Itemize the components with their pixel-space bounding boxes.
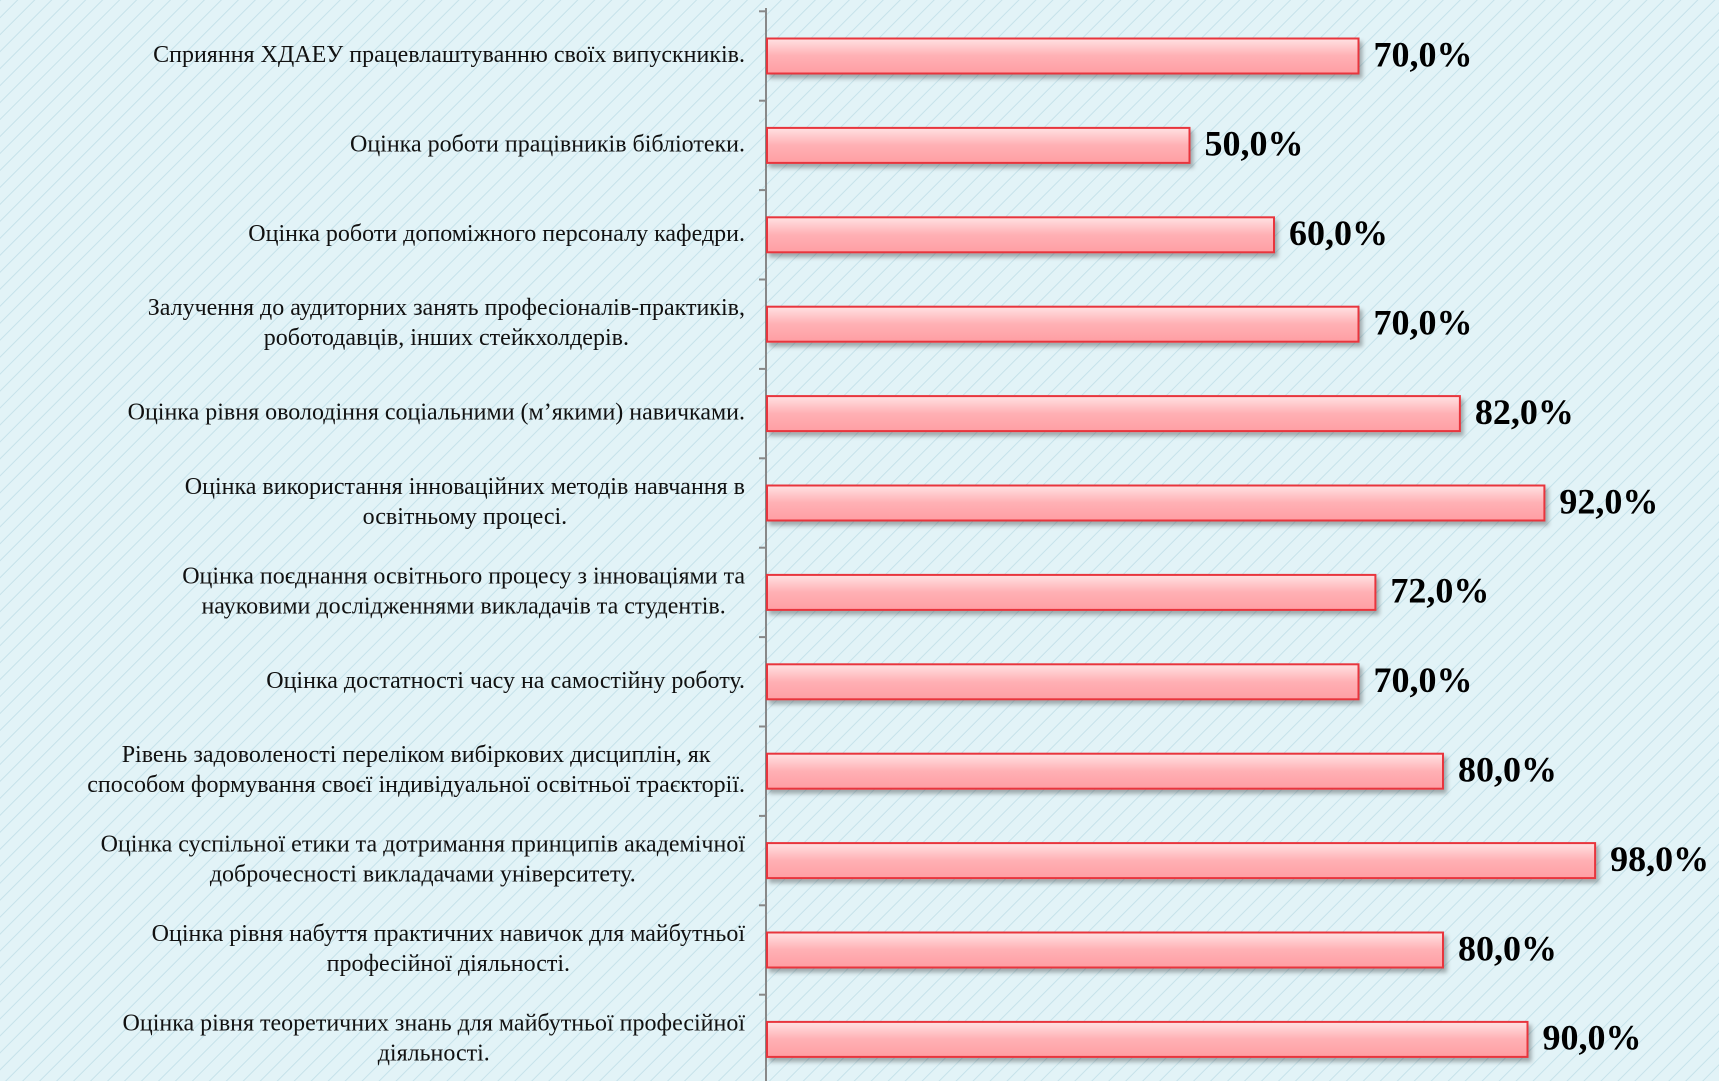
category-label: Оцінка суспільної етики та дотримання пр… <box>101 831 746 887</box>
value-label: 80,0% <box>1458 928 1557 968</box>
category-label: Оцінка рівня теоретичних знань для майбу… <box>123 1010 746 1066</box>
bar <box>766 395 1461 433</box>
value-label: 70,0% <box>1374 302 1473 342</box>
value-label: 60,0% <box>1289 213 1388 253</box>
category-label: Оцінка роботи допоміжного персоналу кафе… <box>248 220 745 246</box>
value-label: 90,0% <box>1543 1018 1642 1058</box>
value-label: 98,0% <box>1610 839 1709 879</box>
value-label: 72,0% <box>1390 571 1489 611</box>
category-label: Оцінка використання інноваційних методів… <box>185 474 745 530</box>
bar <box>766 216 1275 254</box>
value-label: 80,0% <box>1458 749 1557 789</box>
category-label: Рівень задоволеності переліком вибіркови… <box>87 742 745 798</box>
category-label: Сприяння ХДАЕУ працевлаштуванню своїх ви… <box>153 42 745 68</box>
bar <box>766 752 1444 790</box>
category-label: Оцінка рівня оволодіння соціальними (м’я… <box>128 399 745 425</box>
bar <box>766 484 1546 522</box>
bar <box>766 37 1360 75</box>
value-label: 70,0% <box>1374 34 1473 74</box>
bar <box>766 663 1360 701</box>
bar <box>766 931 1444 969</box>
value-label: 92,0% <box>1559 481 1658 521</box>
value-label: 70,0% <box>1374 660 1473 700</box>
category-label: Залучення до аудиторних занять професіон… <box>148 295 745 351</box>
category-label: Оцінка достатності часу на самостійну ро… <box>266 667 745 693</box>
bar <box>766 1020 1529 1058</box>
bar <box>766 842 1597 880</box>
category-label: Оцінка роботи працівників бібліотеки. <box>350 131 745 157</box>
bar <box>766 573 1377 611</box>
bar <box>766 126 1191 164</box>
value-label: 50,0% <box>1205 124 1304 164</box>
category-label: Оцінка рівня набуття практичних навичок … <box>152 921 746 977</box>
bar <box>766 305 1360 343</box>
category-label: Оцінка поєднання освітнього процесу з ін… <box>182 563 745 619</box>
value-label: 82,0% <box>1475 392 1574 432</box>
